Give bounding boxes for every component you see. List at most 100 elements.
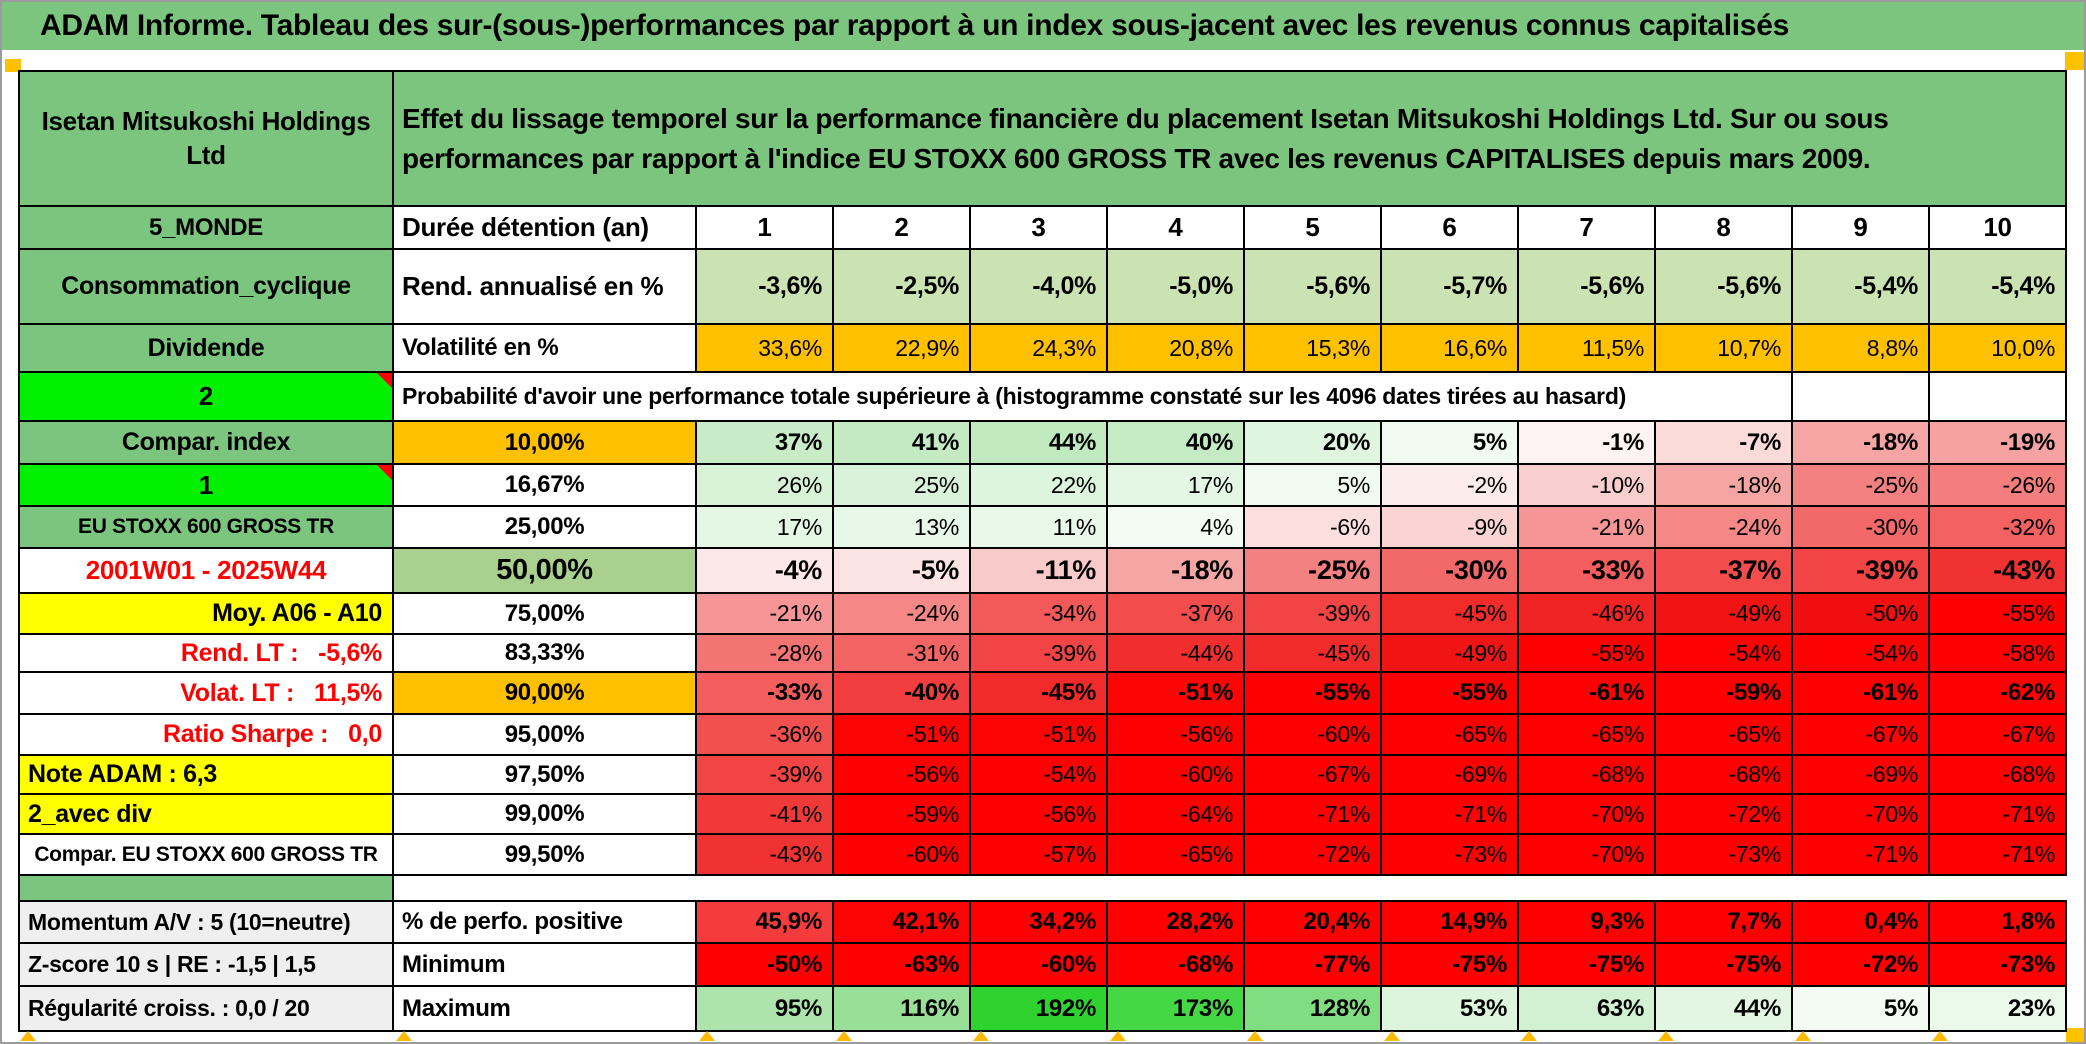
data-cell[interactable]: -75%: [1519, 944, 1656, 987]
metric-label-cell[interactable]: 97,50%: [394, 756, 697, 795]
data-cell[interactable]: [1793, 373, 1930, 422]
data-cell[interactable]: 5%: [1382, 422, 1519, 465]
data-cell[interactable]: -69%: [1382, 756, 1519, 795]
data-cell[interactable]: -5,6%: [1656, 250, 1793, 325]
data-cell[interactable]: -44%: [1108, 635, 1245, 673]
data-cell[interactable]: 7: [1519, 207, 1656, 250]
data-cell[interactable]: 14,9%: [1382, 902, 1519, 944]
data-cell[interactable]: -70%: [1793, 795, 1930, 835]
data-cell[interactable]: -36%: [697, 715, 834, 756]
data-cell[interactable]: 45,9%: [697, 902, 834, 944]
data-cell[interactable]: -37%: [1108, 594, 1245, 635]
data-cell[interactable]: 53%: [1382, 987, 1519, 1032]
data-cell[interactable]: 23%: [1930, 987, 2067, 1032]
data-cell[interactable]: -67%: [1930, 715, 2067, 756]
row-label-cell[interactable]: 2_avec div: [18, 795, 394, 835]
data-cell[interactable]: -71%: [1382, 795, 1519, 835]
data-cell[interactable]: -18%: [1793, 422, 1930, 465]
data-cell[interactable]: -73%: [1382, 835, 1519, 876]
data-cell[interactable]: -55%: [1245, 673, 1382, 715]
data-cell[interactable]: -58%: [1930, 635, 2067, 673]
data-cell[interactable]: -65%: [1519, 715, 1656, 756]
data-cell[interactable]: -26%: [1930, 465, 2067, 507]
data-cell[interactable]: 20,4%: [1245, 902, 1382, 944]
data-cell[interactable]: -73%: [1930, 944, 2067, 987]
data-cell[interactable]: -46%: [1519, 594, 1656, 635]
data-cell[interactable]: -68%: [1108, 944, 1245, 987]
metric-label-cell[interactable]: % de perfo. positive: [394, 902, 697, 944]
data-cell[interactable]: 10,7%: [1656, 325, 1793, 373]
data-cell[interactable]: -61%: [1793, 673, 1930, 715]
data-cell[interactable]: -72%: [1793, 944, 1930, 987]
row-label-cell[interactable]: 1: [18, 465, 394, 507]
data-cell[interactable]: 5%: [1793, 987, 1930, 1032]
merged-header-cell[interactable]: Probabilité d'avoir une performance tota…: [394, 373, 1793, 422]
data-cell[interactable]: -5,4%: [1930, 250, 2067, 325]
data-cell[interactable]: -51%: [834, 715, 971, 756]
data-cell[interactable]: -77%: [1245, 944, 1382, 987]
data-cell[interactable]: -39%: [1793, 549, 1930, 594]
data-cell[interactable]: -54%: [1656, 635, 1793, 673]
data-cell[interactable]: -50%: [697, 944, 834, 987]
data-cell[interactable]: -55%: [1519, 635, 1656, 673]
metric-label-cell[interactable]: Rend. annualisé en %: [394, 250, 697, 325]
data-cell[interactable]: 16,6%: [1382, 325, 1519, 373]
data-cell[interactable]: -45%: [971, 673, 1108, 715]
data-cell[interactable]: -59%: [1656, 673, 1793, 715]
data-cell[interactable]: 28,2%: [1108, 902, 1245, 944]
data-cell[interactable]: -57%: [971, 835, 1108, 876]
metric-label-cell[interactable]: 16,67%: [394, 465, 697, 507]
data-cell[interactable]: -70%: [1519, 795, 1656, 835]
data-cell[interactable]: -55%: [1930, 594, 2067, 635]
metric-label-cell[interactable]: 75,00%: [394, 594, 697, 635]
data-cell[interactable]: -7%: [1656, 422, 1793, 465]
row-label-cell[interactable]: Moy. A06 - A10: [18, 594, 394, 635]
data-cell[interactable]: -68%: [1656, 756, 1793, 795]
data-cell[interactable]: -71%: [1245, 795, 1382, 835]
data-cell[interactable]: -39%: [697, 756, 834, 795]
row-label-cell[interactable]: Momentum A/V : 5 (10=neutre): [18, 902, 394, 944]
metric-label-cell[interactable]: Durée détention (an): [394, 207, 697, 250]
row-label-cell[interactable]: Volat. LT : 11,5%: [18, 673, 394, 715]
data-cell[interactable]: -11%: [971, 549, 1108, 594]
data-cell[interactable]: -4,0%: [971, 250, 1108, 325]
data-cell[interactable]: -21%: [697, 594, 834, 635]
data-cell[interactable]: -75%: [1382, 944, 1519, 987]
data-cell[interactable]: 13%: [834, 507, 971, 549]
row-label-cell[interactable]: Rend. LT : -5,6%: [18, 635, 394, 673]
data-cell[interactable]: 37%: [697, 422, 834, 465]
data-cell[interactable]: 11,5%: [1519, 325, 1656, 373]
data-cell[interactable]: -71%: [1930, 835, 2067, 876]
row-label-cell[interactable]: Note ADAM : 6,3: [18, 756, 394, 795]
data-cell[interactable]: 9: [1793, 207, 1930, 250]
data-cell[interactable]: -6%: [1245, 507, 1382, 549]
data-cell[interactable]: -50%: [1793, 594, 1930, 635]
data-cell[interactable]: 1,8%: [1930, 902, 2067, 944]
row-label-cell[interactable]: 2001W01 - 2025W44: [18, 549, 394, 594]
data-cell[interactable]: -60%: [834, 835, 971, 876]
data-cell[interactable]: -60%: [1108, 756, 1245, 795]
data-cell[interactable]: 3: [971, 207, 1108, 250]
data-cell[interactable]: -24%: [834, 594, 971, 635]
data-cell[interactable]: 4: [1108, 207, 1245, 250]
data-cell[interactable]: -75%: [1656, 944, 1793, 987]
data-cell[interactable]: -60%: [971, 944, 1108, 987]
data-cell[interactable]: 20%: [1245, 422, 1382, 465]
data-cell[interactable]: -45%: [1245, 635, 1382, 673]
data-cell[interactable]: 44%: [1656, 987, 1793, 1032]
data-cell[interactable]: -70%: [1519, 835, 1656, 876]
data-cell[interactable]: -65%: [1656, 715, 1793, 756]
data-cell[interactable]: 5%: [1245, 465, 1382, 507]
data-cell[interactable]: 11%: [971, 507, 1108, 549]
data-cell[interactable]: 10: [1930, 207, 2067, 250]
data-cell[interactable]: -2,5%: [834, 250, 971, 325]
data-cell[interactable]: 7,7%: [1656, 902, 1793, 944]
data-cell[interactable]: -10%: [1519, 465, 1656, 507]
data-cell[interactable]: -37%: [1656, 549, 1793, 594]
data-cell[interactable]: -5,6%: [1519, 250, 1656, 325]
row-label-cell[interactable]: Ratio Sharpe : 0,0: [18, 715, 394, 756]
data-cell[interactable]: -56%: [1108, 715, 1245, 756]
data-cell[interactable]: -67%: [1793, 715, 1930, 756]
data-cell[interactable]: -25%: [1245, 549, 1382, 594]
data-cell[interactable]: -72%: [1245, 835, 1382, 876]
